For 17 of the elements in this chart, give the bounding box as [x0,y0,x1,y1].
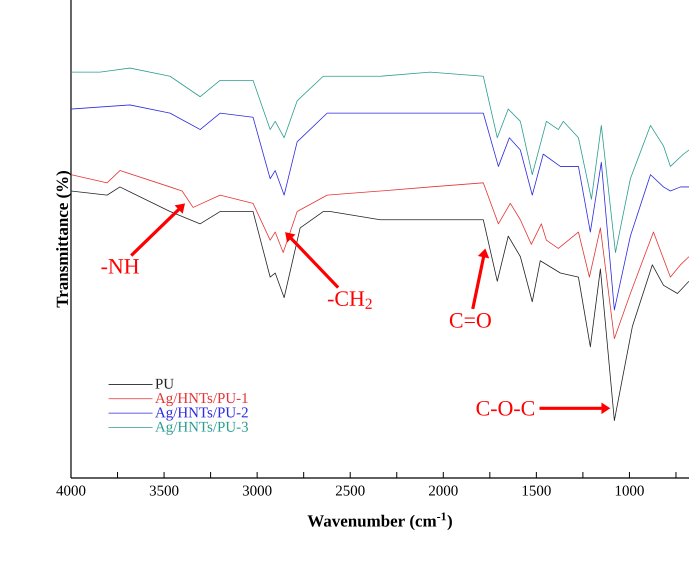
x-tick-label: 2000 [429,486,458,496]
annotation: C=O [450,313,491,328]
annotation: C-O-C [476,400,534,416]
annotation: -NH [101,259,139,274]
annotation: -CH$_{2}$ [328,291,372,309]
x-tick-label: 3000 [242,486,272,496]
x-tick-label: 2500 [336,486,365,496]
legend-label: Ag/HNTs/PU-1 [155,393,248,406]
legend-label: Ag/HNTs/PU-3 [155,422,248,435]
legend-label: PU [155,378,174,389]
y-axis-title: Transmittance (%) [56,171,72,308]
x-tick-label: 1500 [522,486,551,496]
x-tick-label: 3500 [150,486,178,496]
x-tick-label: 4000 [56,486,86,496]
x-axis-title: Wavenumber (cm$^{-1}$) [308,512,452,530]
legend-label: Ag/HNTs/PU-2 [155,407,248,421]
x-tick-label: 1000 [616,486,644,496]
